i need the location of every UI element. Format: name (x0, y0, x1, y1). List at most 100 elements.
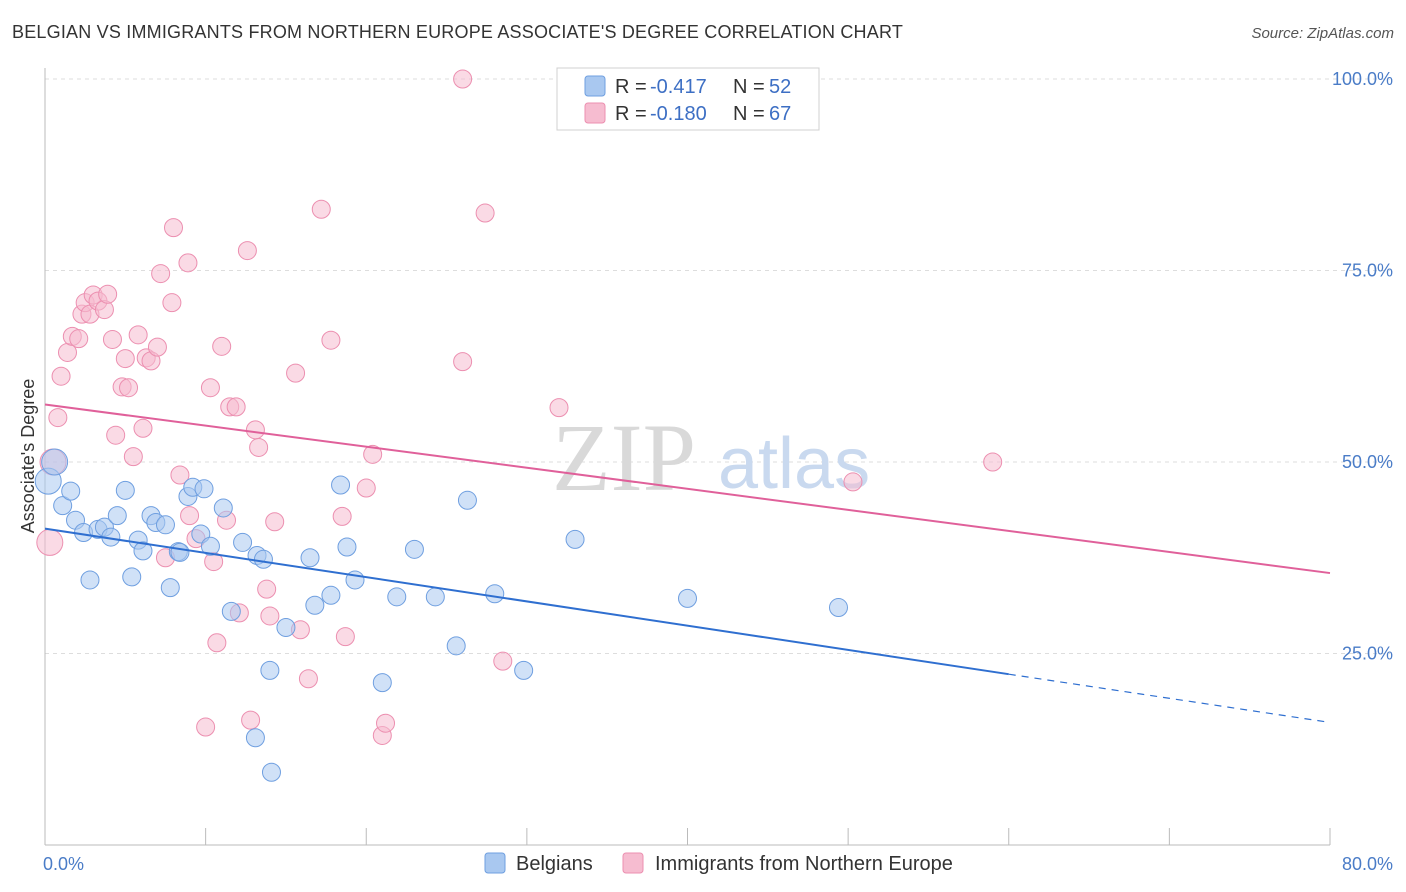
data-point-immigrants (286, 363, 306, 383)
data-point-immigrants (180, 506, 200, 526)
data-point-belgians (387, 587, 407, 607)
data-point-immigrants (453, 352, 473, 372)
series-belgians-points (34, 448, 848, 782)
data-point-immigrants (196, 717, 216, 737)
data-point-immigrants (36, 528, 64, 556)
data-point-belgians (337, 537, 357, 557)
data-point-immigrants (321, 330, 341, 350)
x-axis-ticks (44, 828, 1331, 845)
data-point-belgians (321, 585, 341, 605)
data-point-belgians (221, 601, 241, 621)
data-point-immigrants (493, 651, 513, 671)
data-point-immigrants (151, 264, 171, 284)
legend-n-label-belgians: N = (733, 76, 765, 98)
data-point-immigrants (226, 397, 246, 417)
data-point-belgians (514, 660, 534, 680)
data-point-immigrants (128, 325, 148, 345)
data-point-belgians (372, 673, 392, 693)
data-point-belgians (300, 548, 320, 568)
data-point-immigrants (265, 512, 285, 532)
series-legend: Belgians Immigrants from Northern Europe (484, 852, 953, 875)
data-point-immigrants (843, 472, 863, 492)
data-point-belgians (115, 480, 135, 500)
chart-source: Source: ZipAtlas.com (1251, 25, 1394, 42)
data-point-belgians (425, 587, 445, 607)
data-point-immigrants (241, 710, 261, 730)
data-point-immigrants (335, 627, 355, 647)
data-point-belgians (122, 567, 142, 587)
x-tick-label-min: 0.0% (43, 854, 84, 874)
legend-r-label-immigrants: R = (615, 103, 647, 125)
y-axis-tick-labels: 25.0% 50.0% 75.0% 100.0% (1332, 69, 1393, 664)
series-legend-swatch-belgians (484, 852, 506, 874)
data-point-immigrants (69, 329, 89, 349)
data-point-immigrants (178, 253, 198, 273)
data-point-immigrants (311, 199, 331, 219)
series-legend-label-immigrants: Immigrants from Northern Europe (655, 853, 953, 875)
legend-n-value-immigrants: 67 (769, 103, 791, 125)
y-tick-label: 25.0% (1342, 644, 1393, 664)
data-point-immigrants (245, 420, 265, 440)
data-point-immigrants (332, 506, 352, 526)
watermark-atlas: atlas (718, 424, 870, 504)
trend-line-immigrants (44, 403, 1331, 575)
series-immigrants-points (36, 69, 1003, 745)
data-point-immigrants (133, 418, 153, 438)
series-legend-label-belgians: Belgians (516, 853, 593, 875)
data-point-immigrants (162, 293, 182, 313)
trend-line-belgians-extension (1008, 673, 1331, 724)
data-point-immigrants (123, 447, 143, 467)
data-point-immigrants (147, 337, 167, 357)
data-point-immigrants (363, 444, 383, 464)
data-point-belgians (80, 570, 100, 590)
data-point-belgians (133, 541, 153, 561)
grid-lines (45, 78, 1390, 654)
data-point-immigrants (453, 69, 473, 89)
data-point-immigrants (170, 465, 190, 485)
y-axis-label: Associate's Degree (18, 379, 38, 534)
watermark: ZIP atlas (552, 404, 870, 511)
data-point-immigrants (249, 437, 269, 457)
data-point-belgians (213, 498, 233, 518)
data-point-immigrants (260, 606, 280, 626)
data-point-belgians (194, 479, 214, 499)
data-point-belgians (155, 515, 175, 535)
data-point-immigrants (119, 378, 139, 398)
data-point-belgians (404, 539, 424, 559)
series-legend-swatch-immigrants (622, 852, 644, 874)
legend-r-value-immigrants: -0.180 (650, 103, 707, 125)
data-point-belgians (170, 542, 190, 562)
y-tick-label: 50.0% (1342, 452, 1393, 472)
chart-title: BELGIAN VS IMMIGRANTS FROM NORTHERN EURO… (12, 22, 903, 42)
data-point-belgians (160, 578, 180, 598)
watermark-zip: ZIP (552, 404, 696, 511)
data-point-belgians (305, 595, 325, 615)
data-point-belgians (245, 728, 265, 748)
data-point-immigrants (983, 452, 1003, 472)
trend-lines (44, 403, 1331, 724)
data-point-immigrants (164, 218, 183, 238)
data-point-immigrants (475, 203, 495, 223)
data-point-immigrants (376, 713, 396, 733)
data-point-immigrants (106, 425, 126, 445)
data-point-belgians (253, 549, 273, 569)
legend-swatch-immigrants (584, 102, 606, 124)
data-point-immigrants (200, 378, 220, 398)
x-tick-label-max: 80.0% (1342, 854, 1393, 874)
data-point-immigrants (257, 579, 277, 599)
legend-n-label-immigrants: N = (733, 103, 765, 125)
data-point-belgians (678, 588, 697, 608)
data-point-immigrants (298, 669, 318, 689)
data-point-belgians (107, 506, 127, 526)
data-point-belgians (53, 496, 73, 516)
data-point-belgians (260, 660, 280, 680)
data-point-belgians (233, 532, 253, 552)
data-point-belgians (41, 448, 69, 476)
data-point-immigrants (207, 633, 227, 653)
data-point-belgians (276, 617, 296, 637)
data-point-belgians (61, 481, 81, 501)
data-point-immigrants (94, 300, 114, 320)
data-point-immigrants (98, 284, 118, 304)
data-point-immigrants (102, 329, 122, 349)
